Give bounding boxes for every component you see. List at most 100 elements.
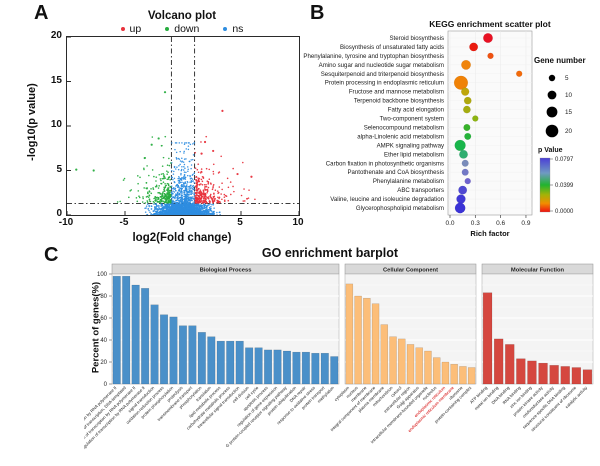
- legend-label-down: down: [174, 23, 200, 35]
- p-value-gradient-bar: [539, 157, 551, 213]
- go-barplot-title: GO enrichment barplot: [261, 246, 399, 260]
- panel-a-label: A: [34, 2, 49, 24]
- kegg-pathway-label: Glycerophospholipid metabolism: [356, 205, 444, 212]
- kegg-pathway-label: ABC transporters: [397, 187, 444, 194]
- go-facet-strip-label: Molecular Function: [511, 268, 565, 274]
- kegg-pathway-label: Selenocompound metabolism: [364, 124, 444, 131]
- panel-c-label: C: [44, 244, 59, 266]
- kegg-xtick-label: 0.0: [445, 220, 454, 227]
- gene-number-legend-dot: [547, 90, 557, 100]
- kegg-dot: [516, 70, 523, 77]
- p-value-tick-label: 0.0399: [555, 183, 574, 189]
- go-bar: [197, 332, 206, 385]
- go-bar: [389, 336, 397, 385]
- go-bar: [245, 347, 254, 385]
- kegg-pathway-label: alpha-Linolenic acid metabolism: [357, 133, 444, 140]
- kegg-scatter-plot: Steroid biosynthesis Biosynthesis of unsa…: [303, 30, 574, 227]
- go-bar: [178, 325, 187, 385]
- kegg-pathway-label: Sesquiterpenoid and triterpenoid biosynt…: [321, 71, 444, 78]
- kegg-x-axis-label: Rich factor: [470, 229, 510, 238]
- gene-number-legend-value: 5: [565, 75, 569, 82]
- go-bar: [371, 303, 380, 385]
- volcano-plot-area: [66, 36, 300, 216]
- kegg-pathway-label: Ether lipid metabolism: [384, 151, 444, 158]
- kegg-dot: [461, 159, 469, 167]
- volcano-xtick--10: -10: [58, 217, 74, 228]
- p-value-tick-label: 0.0797: [555, 157, 574, 163]
- volcano-xtick-5: 5: [237, 217, 243, 228]
- go-bar: [131, 284, 140, 385]
- go-bar: [406, 344, 415, 385]
- p-value-tick-label: 0.0000: [555, 209, 574, 215]
- kegg-pathway-label: Phenylalanine metabolism: [373, 178, 444, 185]
- kegg-pathway-label: Steroid biosynthesis: [389, 35, 444, 42]
- gene-number-legend-dot: [546, 106, 558, 118]
- go-bar: [169, 316, 178, 385]
- go-bar: [505, 344, 515, 385]
- go-bar: [363, 298, 371, 385]
- go-facet-strip-label: Biological Process: [200, 268, 252, 274]
- kegg-dot: [464, 132, 472, 140]
- kegg-dot: [458, 185, 468, 195]
- kegg-pathway-label: Carbon fixation in photosynthetic organi…: [326, 160, 444, 167]
- go-bar: [482, 292, 493, 385]
- go-bar: [330, 356, 339, 385]
- kegg-dot: [456, 194, 466, 204]
- volcano-xtick-10: 10: [292, 217, 304, 228]
- legend-item-ns: ns: [223, 23, 243, 35]
- down-dot-icon: [165, 27, 170, 31]
- kegg-xtick-label: 0.6: [496, 220, 505, 227]
- kegg-dot: [472, 115, 479, 122]
- kegg-dot: [461, 168, 469, 176]
- go-bar: [571, 367, 581, 385]
- go-ytick-label: 60: [100, 316, 107, 322]
- go-bar: [415, 347, 423, 385]
- go-bar: [301, 351, 310, 385]
- kegg-pathway-label: Protein processing in endoplasmic reticu…: [325, 80, 444, 87]
- go-ytick-label: 40: [100, 338, 107, 344]
- go-bar: [188, 325, 197, 385]
- volcano-ytick-5: 5: [56, 163, 62, 175]
- legend-item-up: up: [120, 23, 141, 35]
- volcano-xtick-0: 0: [179, 217, 185, 228]
- p-value-legend-title: p Value: [538, 147, 563, 154]
- kegg-dot: [463, 105, 471, 114]
- kegg-dot: [469, 42, 479, 52]
- volcano-ytick-15: 15: [50, 74, 62, 86]
- kegg-dot: [454, 139, 466, 151]
- kegg-dot: [463, 123, 471, 131]
- up-dot-icon: [120, 27, 125, 31]
- kegg-dot: [487, 52, 494, 60]
- go-bar: [494, 338, 504, 385]
- go-bar: [160, 314, 169, 385]
- go-bar: [450, 364, 458, 385]
- kegg-dot: [453, 75, 468, 90]
- volcano-scatter-canvas: [67, 37, 299, 215]
- kegg-pathway-label: Biosynthesis of unsaturated fatty acids: [340, 44, 444, 51]
- go-ytick-label: 20: [100, 360, 107, 366]
- kegg-dot: [461, 87, 470, 96]
- kegg-pathway-label: Pantothenate and CoA biosynthesis: [347, 169, 444, 176]
- kegg-pathway-label: Amino sugar and nucleotide sugar metabol…: [319, 62, 444, 69]
- kegg-dot: [459, 149, 468, 159]
- kegg-title: KEGG enrichment scatter plot: [429, 19, 551, 29]
- go-ytick-label: 100: [97, 272, 108, 278]
- kegg-dot: [464, 178, 471, 185]
- gene-number-legend-title: Gene number: [534, 56, 586, 65]
- go-bar: [582, 369, 593, 385]
- kegg-xtick-label: 0.9: [521, 220, 530, 227]
- go-bar: [549, 365, 559, 385]
- volcano-ytick-0: 0: [56, 208, 62, 219]
- go-bar: [467, 367, 476, 385]
- go-bar: [459, 366, 467, 385]
- kegg-pathway-label: Phenylalanine, tyrosine and tryptophan b…: [303, 53, 444, 60]
- go-bar: [122, 276, 131, 385]
- go-bar: [320, 353, 329, 385]
- volcano-ytick-10: 10: [50, 119, 62, 130]
- go-ytick-label: 0: [104, 382, 108, 388]
- go-bar: [560, 366, 570, 385]
- go-bar: [273, 349, 282, 385]
- go-bar: [226, 340, 235, 385]
- gene-number-legend-dot: [545, 124, 559, 138]
